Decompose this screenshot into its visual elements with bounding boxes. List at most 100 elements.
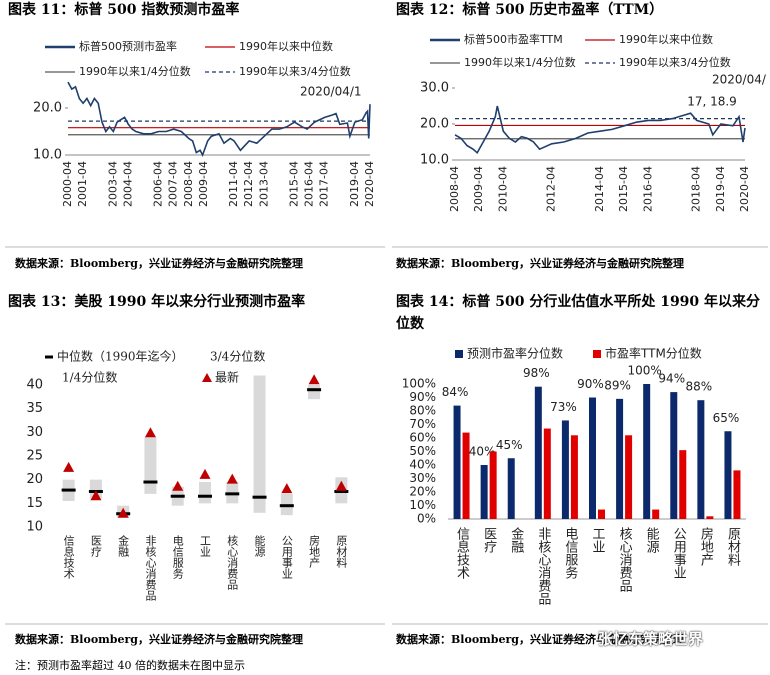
bar [697,400,705,519]
data-label: 94% [658,372,685,386]
latest-mark [308,374,320,385]
bar [453,405,461,519]
legend-label: 预测市盈率分位数 [467,346,563,361]
x-tick-label: 2016-04 [303,161,316,207]
latest-mark [199,468,211,479]
legend-label: 标普500市盈率TTM [464,32,563,46]
series-line [454,105,746,155]
x-tick-label: 2007-04 [167,161,180,207]
x-tick-label: 原材料 [335,535,348,569]
latest-mark [144,427,156,438]
x-tick-label: 2006-04 [152,161,165,207]
source: 数据来源：Bloomberg，兴业证券经济与金融研究院整理 [15,257,303,270]
x-tick-label: 2016-04 [641,166,654,212]
y-tick-label: 25 [26,448,43,463]
note: 注：预测市盈率超过 40 倍的数据未在图中显示 [15,659,245,672]
y-tick-label: 90% [409,390,436,404]
legend-swatch [593,350,601,358]
legend-label: 1990年以来中位数 [239,39,333,53]
data-label: 89% [604,378,631,392]
legend-label: 1990年以来3/4分位数 [619,55,731,69]
bar [480,465,488,519]
x-tick-label: 2010-04 [496,166,509,212]
y-tick-label: 10% [409,498,436,512]
source: 数据来源：Bloomberg，兴业证券经济与金融研究院整理 [15,633,303,646]
chart-title: 图表 13：美股 1990 年以来分行业预测市盈率 [8,294,306,310]
bar [706,516,714,519]
range-bar [308,384,321,400]
bar [462,432,470,519]
legend-label: 1990年以来1/4分位数 [79,64,191,78]
x-tick-label: 2014-04 [593,166,606,212]
y-tick-label: 60% [409,431,436,445]
range-bar [89,479,102,499]
bar [589,397,596,519]
chart-title: 图表 11：标普 500 指数预测市盈率 [8,2,240,18]
median-mark [170,494,185,498]
bar [724,431,732,519]
data-label: 40% [469,445,496,459]
y-tick-label: 30% [409,471,436,485]
series-line [67,81,371,157]
y-tick-label: 10.0 [420,153,449,168]
x-tick-label: 非核心消费品 [535,527,551,605]
legend-label: 标普500预测市盈率 [79,39,177,53]
bar [534,386,542,519]
range-bar [144,437,157,494]
y-tick-label: 15 [26,496,43,511]
range-bar [253,375,266,513]
x-tick-label: 2004-04 [121,161,134,207]
x-tick-label: 2020-04 [363,161,376,207]
x-tick-label: 2012-04 [242,161,255,207]
x-tick-label: 2009-04 [197,161,210,207]
legend-label: 1990年以来3/4分位数 [239,64,351,78]
legend-label: 1990年以来1/4分位数 [464,55,576,69]
latest-mark [281,483,293,494]
legend-label: 市盈率TTM分位数 [605,346,702,361]
bar [652,509,660,519]
x-tick-label: 金融 [117,534,130,558]
x-tick-label: 原材料 [725,527,741,566]
data-label: 84% [442,385,469,399]
x-tick-label: 能源 [644,527,660,553]
x-tick-label: 工业 [590,527,606,553]
source: 数据来源：Bloomberg，兴业证券经济与金融研究院整理 [396,257,684,270]
x-tick-label: 信息技术 [62,535,75,580]
bar [679,450,687,519]
data-label: 100% [628,364,662,378]
legend-label: 1/4分位数 [62,370,117,385]
x-tick-label: 房地产 [308,535,321,569]
x-tick-label: 2020-04 [738,166,751,212]
bar [598,509,605,519]
data-label: 73% [550,400,577,414]
watermark: 张忆东策略世界 [598,630,704,648]
legend-swatch [45,355,53,359]
x-tick-label: 2011-04 [227,161,240,207]
x-tick-label: 金融 [508,526,524,553]
latest-mark [90,490,102,501]
annotation: 17, 18.9 [687,95,737,109]
legend-label: 1990年以来中位数 [619,32,713,46]
y-tick-label: 30 [26,425,43,440]
bar [570,435,578,519]
x-tick-label: 2015-04 [617,166,630,212]
data-label: 88% [686,380,713,394]
y-tick-label: 10 [26,520,43,535]
y-tick-label: 35 [26,401,43,416]
x-tick-label: 2008-04 [182,161,195,207]
y-tick-label: 70% [409,417,436,431]
x-tick-label: 公用事业 [671,527,687,579]
x-tick-label: 医疗 [89,535,102,558]
median-mark [307,388,322,392]
x-tick-label: 能源 [253,534,266,558]
y-tick-label: 20.0 [420,117,449,132]
x-tick-label: 2009-04 [472,166,485,212]
legend-label: 3/4分位数 [210,349,265,364]
median-mark [225,492,240,496]
bar [625,435,633,519]
y-tick-label: 20.0 [33,100,62,115]
x-tick-label: 工业 [199,535,212,557]
latest-mark [117,507,129,518]
